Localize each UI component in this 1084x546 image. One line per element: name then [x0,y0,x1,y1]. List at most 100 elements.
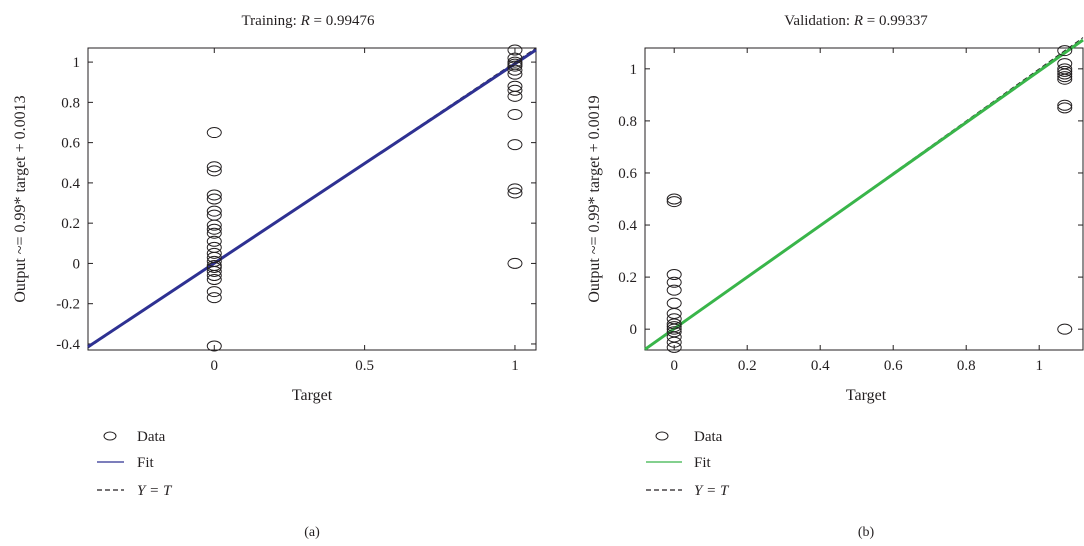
y-tick-label: 0.4 [618,218,637,234]
x-tick-label: 1 [511,358,519,374]
validation-ticks: 0 0.2 0.4 0.6 0.8 1 0 0.2 0.4 0.6 0.8 1 [618,48,1083,374]
validation-x-axis-label: Target [846,387,887,404]
data-point [1057,99,1073,111]
data-point [206,265,222,277]
y-tick-label: 1 [73,55,81,71]
data-point [666,323,682,335]
training-ticks: 0 0.5 1 -0.4 -0.2 0 0.2 0.4 0.6 0.8 1 [56,48,536,374]
validation-title: Validation: R = 0.99337 [784,13,928,29]
data-point [507,183,523,195]
data-point [206,270,222,282]
data-point [1057,323,1073,335]
data-point [206,274,222,286]
x-tick-label: 0.4 [811,358,830,374]
data-point [666,276,682,288]
panel-training: Training: R = 0.99476 0 0.5 1-0.4-0.200.20… [12,13,537,540]
x-tick-label: 0.6 [884,358,903,374]
data-point [666,336,682,348]
legend-fit-label: Fit [137,455,155,471]
legend-data-marker [103,431,117,441]
data-point [666,284,682,296]
data-point [1057,45,1073,57]
y-tick-label: 1 [630,62,638,78]
legend-fit-label: Fit [694,455,712,471]
data-point [206,205,222,217]
y-tick-label: 0.8 [61,95,80,111]
y-tick-label: 0 [73,256,81,272]
panel-validation: Validation: R = 0.99337 0 0.2 0.4 0.6 0.8 100… [586,13,1084,540]
data-point [507,90,523,102]
data-point [507,108,523,120]
data-point [666,269,682,280]
data-point [206,227,222,239]
y-tick-label: 0.6 [61,136,80,152]
y-tick-label: -0.4 [56,337,80,353]
data-point [206,247,222,259]
data-point [206,292,222,304]
x-tick-label: 0 [211,358,219,374]
training-plot-frame [87,47,537,351]
training-x-axis-label: Target [292,387,333,404]
data-point [206,219,222,231]
data-point [507,64,523,76]
data-point [206,235,222,247]
x-tick-label: 0.8 [957,358,976,374]
data-point [206,340,222,352]
validation-data-points [666,45,1073,353]
data-point [1057,65,1073,77]
data-point [666,297,682,309]
y-tick-label: 0.2 [618,270,637,286]
data-point [206,223,222,235]
validation-y-axis-label: Output ~= 0.99* target + 0.0019 [586,95,603,302]
data-point [666,196,682,208]
data-point [206,189,222,201]
data-point [666,318,682,330]
data-point [666,193,682,205]
y-tick-label: -0.2 [56,297,80,313]
x-tick-label: 1 [1035,358,1043,374]
data-point [206,193,222,205]
legend-data-marker [655,431,669,441]
validation-plot-frame [644,47,1084,351]
data-point [507,187,523,199]
training-y-axis-label: Output ~= 0.99* target + 0.0013 [12,95,29,302]
data-point [507,60,523,72]
panel-a-caption: (a) [304,525,320,540]
data-point [1057,102,1073,114]
data-point [507,52,523,64]
data-point [507,139,523,151]
data-point [1057,71,1073,83]
x-tick-label: 0 [670,358,678,374]
legend-data-label: Data [137,429,166,445]
validation-fit-layer [644,37,1084,351]
y-tick-label: 0.6 [618,166,637,182]
training-fit-layer [87,47,537,349]
data-point [507,68,523,80]
data-point [666,341,682,353]
y-tick-label: 0.2 [61,216,80,232]
data-point [1057,73,1073,85]
training-title: Training: R = 0.99476 [242,13,375,29]
data-point [507,84,523,96]
training-legend: Data Fit Y = T [97,429,173,499]
legend-yt-label: Y = T [694,483,730,499]
legend-yt-label: Y = T [137,483,173,499]
data-point [507,257,523,269]
y-tick-label: 0 [630,322,638,338]
data-point [206,161,222,173]
fit-line [644,38,1084,351]
data-point [206,241,222,253]
x-tick-label: 0.5 [355,358,374,374]
y-tick-label: 0.4 [61,176,80,192]
data-point [206,127,222,139]
y-tick-label: 0.8 [618,114,637,130]
training-data-points [206,44,523,352]
data-point [1057,68,1073,80]
data-point [206,165,222,177]
x-tick-label: 0.2 [738,358,757,374]
legend-data-label: Data [694,429,723,445]
data-point [206,261,222,273]
data-point [206,286,222,298]
fit-line [87,48,537,349]
